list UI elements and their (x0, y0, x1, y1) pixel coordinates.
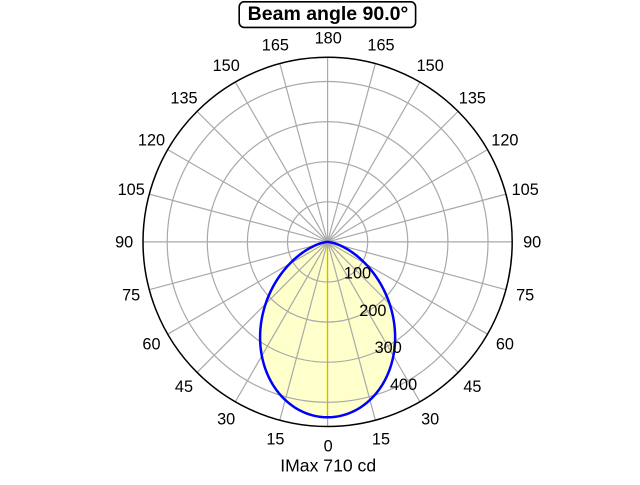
svg-text:30: 30 (421, 410, 439, 428)
svg-text:60: 60 (142, 336, 160, 354)
svg-text:135: 135 (459, 90, 486, 108)
svg-text:60: 60 (496, 336, 514, 354)
svg-text:200: 200 (359, 302, 386, 320)
svg-text:105: 105 (118, 181, 145, 199)
svg-text:105: 105 (512, 181, 539, 199)
svg-text:120: 120 (138, 132, 165, 150)
svg-text:IMax 710 cd: IMax 710 cd (280, 456, 376, 476)
svg-text:15: 15 (372, 431, 390, 449)
svg-text:120: 120 (491, 132, 518, 150)
svg-text:180: 180 (315, 30, 342, 48)
svg-text:135: 135 (170, 90, 197, 108)
svg-text:90: 90 (523, 234, 541, 252)
svg-text:165: 165 (367, 37, 394, 55)
svg-text:Beam angle 90.0°: Beam angle 90.0° (248, 3, 409, 25)
svg-text:45: 45 (463, 378, 481, 396)
svg-text:165: 165 (262, 37, 289, 55)
svg-text:0: 0 (324, 438, 333, 456)
svg-text:75: 75 (122, 287, 140, 305)
svg-text:100: 100 (344, 265, 371, 283)
svg-text:75: 75 (516, 287, 534, 305)
svg-text:90: 90 (115, 234, 133, 252)
svg-text:45: 45 (175, 378, 193, 396)
svg-text:400: 400 (390, 376, 417, 394)
svg-text:300: 300 (375, 339, 402, 357)
svg-text:150: 150 (417, 57, 444, 75)
svg-text:150: 150 (213, 57, 240, 75)
svg-text:15: 15 (266, 431, 284, 449)
svg-text:30: 30 (217, 410, 235, 428)
